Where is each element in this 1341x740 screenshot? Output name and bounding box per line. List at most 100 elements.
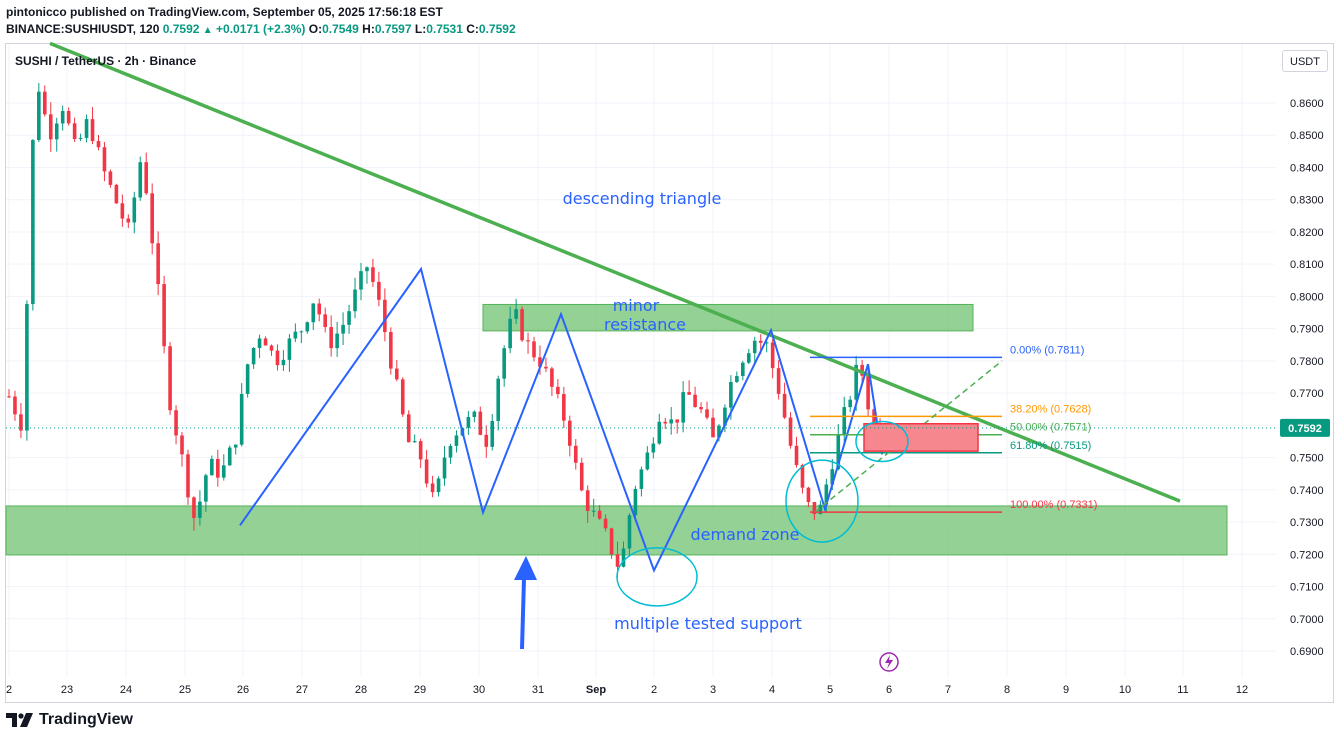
candle-body (227, 447, 232, 466)
candle-body (251, 347, 256, 365)
symbol-ohlc-line: BINANCE:SUSHIUSDT, 120 0.7592 ▲ +0.0171 … (6, 22, 516, 36)
x-tick-label: 26 (237, 684, 249, 696)
candle-body (221, 465, 226, 478)
y-tick-label: 0.8600 (1290, 98, 1324, 110)
candle-body (800, 464, 805, 488)
candle-body (550, 368, 554, 387)
candle-body (830, 469, 835, 485)
candle-body (275, 350, 280, 366)
circle-retest (855, 420, 909, 463)
tradingview-footer[interactable]: TradingView (6, 711, 133, 729)
symbol-label: BINANCE:SUSHIUSDT, 120 (6, 22, 160, 36)
chart-frame (5, 43, 1334, 703)
candle-body (508, 318, 512, 349)
fib-level-label: 100.00% (0.7331) (1010, 499, 1097, 511)
fib-level-label: 38.20% (0.7628) (1010, 403, 1091, 415)
candle-body (359, 271, 363, 290)
x-tick-label: Sep (586, 684, 606, 696)
x-tick-label: 2 (6, 684, 12, 696)
candle-body (442, 457, 447, 479)
candle-body (192, 497, 196, 518)
candle-body (597, 510, 602, 519)
y-tick-label: 0.8200 (1290, 227, 1324, 239)
candle-body (329, 327, 333, 349)
candle-body (42, 91, 47, 115)
candle-body (383, 299, 387, 333)
candle-body (25, 304, 29, 431)
circle-support (616, 547, 698, 607)
candle-body (806, 487, 811, 503)
candle-body (663, 421, 668, 424)
currency-button[interactable]: USDT (1282, 50, 1328, 72)
candle-body (323, 314, 327, 328)
candle-body (472, 411, 477, 417)
candle-body (54, 123, 59, 140)
candle-body (538, 357, 542, 367)
candle-body (448, 445, 453, 458)
candle-body (90, 119, 95, 142)
up-arrow-icon (520, 577, 526, 650)
candle-body (782, 393, 787, 418)
candle-body (579, 462, 584, 491)
candle-body (514, 309, 518, 319)
x-tick-label: 27 (296, 684, 308, 696)
y-tick-label: 0.7300 (1290, 517, 1324, 529)
x-tick-label: 30 (473, 684, 485, 696)
x-tick-label: 24 (120, 684, 132, 696)
candle-body (96, 141, 101, 148)
candle-body (848, 399, 853, 408)
candle-body (711, 417, 715, 438)
up-arrow-head (514, 556, 537, 580)
candle-body (842, 407, 847, 434)
candle-body (335, 333, 339, 349)
candle-body (621, 548, 626, 567)
candle-body (341, 324, 345, 334)
candle-body (615, 554, 620, 567)
candle-body (639, 469, 644, 489)
candle-body (186, 454, 190, 498)
y-tick-label: 0.7500 (1290, 453, 1324, 465)
candle-body (854, 364, 858, 400)
candle-body (347, 311, 351, 325)
candle-body (651, 443, 656, 453)
x-tick-label: 31 (532, 684, 544, 696)
candle-body (633, 488, 638, 516)
candle-body (245, 364, 250, 394)
y-tick-label: 0.8300 (1290, 195, 1324, 207)
candle-body (657, 421, 662, 444)
x-tick-label: 4 (769, 684, 775, 696)
candle-body (860, 364, 864, 376)
y-tick-label: 0.7000 (1290, 614, 1324, 626)
fib-level-label: 61.80% (0.7515) (1010, 440, 1091, 452)
candle-body (72, 123, 77, 140)
label-multiple-tested-support: multiple tested support (614, 614, 802, 633)
fib-level-label: 0.00% (0.7811) (1010, 344, 1084, 356)
candle-body (562, 394, 566, 421)
x-tick-label: 11 (1177, 684, 1188, 696)
low-value: 0.7531 (426, 22, 463, 36)
open-label: O: (308, 22, 323, 36)
candle-body (699, 406, 703, 410)
candle-body (19, 414, 23, 431)
candle-body (150, 193, 154, 244)
y-tick-label: 0.7200 (1290, 549, 1324, 561)
candle-body (735, 376, 739, 382)
candle-body (484, 434, 489, 447)
candle-body (394, 368, 399, 380)
x-tick-label: 2 (651, 684, 657, 696)
last-price-tag (1280, 418, 1330, 437)
candle-body (723, 407, 727, 426)
candle-body (168, 346, 172, 411)
high-value: 0.7597 (374, 22, 412, 36)
candle-body (788, 417, 793, 446)
candle-body (269, 345, 274, 351)
last-price-tag-label: 0.7592 (1288, 423, 1322, 435)
candle-body (532, 341, 536, 358)
label-demand-zone: demand zone (691, 525, 800, 544)
label-descending-triangle: descending triangle (563, 189, 722, 208)
candle-body (37, 91, 41, 141)
candle-body (573, 445, 578, 463)
candle-body (693, 394, 697, 407)
candle-body (436, 478, 441, 493)
